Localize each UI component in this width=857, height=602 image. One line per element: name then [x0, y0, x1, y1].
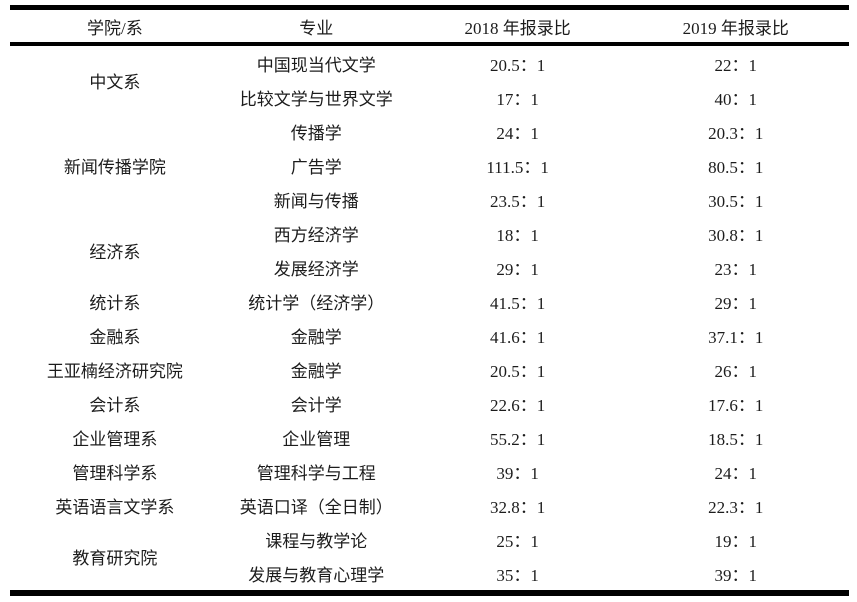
ratio-2018-cell: 23.5：1 [489, 191, 546, 211]
department-cell: 经济系 [89, 242, 141, 262]
ratio-2018-cell: 111.5：1 [486, 157, 549, 177]
department-cell: 中文系 [89, 72, 141, 92]
department-cell: 王亚楠经济研究院 [46, 361, 183, 381]
admission-ratio-table: 学院/系 专业 2018 年报录比 2019 年报录比 中文系 中国现当代文学 20… [10, 5, 849, 596]
ratio-2019-cell: 22.3：1 [708, 497, 764, 517]
major-cell: 传播学 [290, 123, 342, 143]
ratio-2018-cell: 20.5：1 [489, 361, 546, 381]
major-cell: 广告学 [290, 157, 342, 177]
ratio-2019-cell: 24：1 [714, 463, 757, 483]
ratio-2019-cell: 29：1 [714, 293, 757, 313]
ratio-2019-cell: 40：1 [714, 89, 757, 109]
major-cell: 发展经济学 [273, 259, 359, 279]
ratio-2018-cell: 18：1 [496, 225, 539, 245]
ratio-2018-cell: 29：1 [496, 259, 539, 279]
department-cell: 统计系 [89, 293, 141, 313]
table-row: 中文系 中国现当代文学 20.5：1 22：1 [10, 44, 849, 92]
department-cell: 企业管理系 [72, 429, 158, 449]
ratio-2018-cell: 22.6：1 [489, 395, 546, 415]
major-cell: 管理科学与工程 [256, 463, 376, 483]
department-cell: 教育研究院 [72, 548, 158, 568]
table-row: 广告学 111.5：1 80.5：1 [10, 148, 849, 182]
ratio-2018-cell: 24：1 [496, 123, 539, 143]
ratio-2018-cell: 55.2：1 [489, 429, 546, 449]
table-row: 新闻与传播 23.5：1 30.5：1 [10, 182, 849, 216]
table-row: 企业管理系 企业管理 55.2：1 18.5：1 [10, 420, 849, 454]
major-cell: 西方经济学 [273, 225, 359, 245]
ratio-2019-cell: 39：1 [714, 565, 757, 585]
table-row: 会计系 会计学 22.6：1 17.6：1 [10, 386, 849, 420]
table-row: 金融系 金融学 41.6：1 37.1：1 [10, 318, 849, 352]
major-cell: 中国现当代文学 [256, 55, 376, 75]
header-department: 学院/系 [10, 7, 220, 46]
table-row: 发展与教育心理学 35：1 39：1 [10, 556, 849, 593]
ratio-2018-cell: 25：1 [496, 531, 539, 551]
ratio-2019-cell: 20.3：1 [708, 123, 764, 143]
ratio-2019-cell: 26：1 [714, 361, 757, 381]
ratio-2018-cell: 32.8：1 [489, 497, 546, 517]
header-ratio-2018: 2018 年报录比 [412, 7, 623, 46]
department-cell: 金融系 [89, 327, 141, 347]
department-cell: 管理科学系 [72, 463, 158, 483]
table-row: 经济系 西方经济学 18：1 30.8：1 [10, 216, 849, 262]
ratio-2019-cell: 22：1 [714, 55, 757, 75]
header-row: 学院/系 专业 2018 年报录比 2019 年报录比 [10, 7, 849, 46]
major-cell: 金融学 [290, 361, 342, 381]
major-cell: 英语口译（全日制） [239, 497, 393, 517]
ratio-2019-cell: 37.1：1 [708, 327, 764, 347]
department-cell: 英语语言文学系 [55, 497, 175, 517]
ratio-2019-cell: 30.5：1 [708, 191, 764, 211]
major-cell: 新闻与传播 [273, 191, 359, 211]
header-ratio-2019: 2019 年报录比 [622, 7, 849, 46]
ratio-2019-cell: 19：1 [714, 531, 757, 551]
header-major: 专业 [219, 7, 413, 46]
major-cell: 课程与教学论 [265, 531, 368, 551]
ratio-2019-cell: 18.5：1 [708, 429, 764, 449]
department-cell: 新闻传播学院 [63, 157, 166, 177]
table-body: 中文系 中国现当代文学 20.5：1 22：1 比较文学与世界文学 17：1 40：1 新闻传… [10, 44, 849, 593]
table-row: 教育研究院 课程与教学论 25：1 19：1 [10, 522, 849, 568]
ratio-2018-cell: 41.5：1 [489, 293, 546, 313]
ratio-2018-cell: 17：1 [496, 89, 539, 109]
ratio-2019-cell: 17.6：1 [708, 395, 764, 415]
table-header: 学院/系 专业 2018 年报录比 2019 年报录比 [10, 7, 849, 46]
admission-ratio-table-wrap: 学院/系 专业 2018 年报录比 2019 年报录比 中文系 中国现当代文学 20… [10, 5, 849, 596]
major-cell: 统计学（经济学） [248, 293, 385, 313]
major-cell: 发展与教育心理学 [248, 565, 385, 585]
ratio-2018-cell: 39：1 [496, 463, 539, 483]
ratio-2018-cell: 41.6：1 [489, 327, 546, 347]
major-cell: 会计学 [290, 395, 342, 415]
major-cell: 金融学 [290, 327, 342, 347]
table-row: 管理科学系 管理科学与工程 39：1 24：1 [10, 454, 849, 488]
department-cell: 会计系 [89, 395, 141, 415]
table-row: 王亚楠经济研究院 金融学 20.5：1 26：1 [10, 352, 849, 386]
ratio-2019-cell: 30.8：1 [708, 225, 764, 245]
table-row: 比较文学与世界文学 17：1 40：1 [10, 80, 849, 114]
ratio-2019-cell: 80.5：1 [708, 157, 764, 177]
table-row: 英语语言文学系 英语口译（全日制） 32.8：1 22.3：1 [10, 488, 849, 522]
ratio-2018-cell: 35：1 [496, 565, 539, 585]
table-row: 统计系 统计学（经济学） 41.5：1 29：1 [10, 284, 849, 318]
major-cell: 企业管理 [282, 429, 351, 449]
table-row: 发展经济学 29：1 23：1 [10, 250, 849, 284]
ratio-2018-cell: 20.5：1 [489, 55, 546, 75]
major-cell: 比较文学与世界文学 [239, 89, 393, 109]
table-row: 新闻传播学院 传播学 24：1 20.3：1 [10, 114, 849, 177]
ratio-2019-cell: 23：1 [714, 259, 757, 279]
